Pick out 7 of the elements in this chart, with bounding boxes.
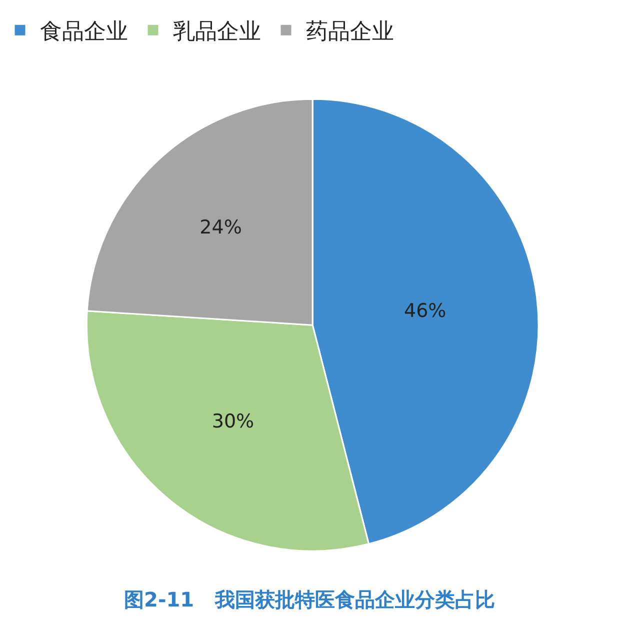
legend-label: 食品企业: [40, 20, 128, 45]
text: 图2-11 我国获批特医食品企业分类占比: [124, 587, 495, 612]
legend-label: 乳品企业: [173, 20, 261, 45]
data-label: 24%: [200, 216, 242, 238]
legend-label: 药品企业: [306, 20, 394, 45]
data-label: 46%: [404, 300, 446, 322]
data-label: 30%: [212, 410, 254, 432]
